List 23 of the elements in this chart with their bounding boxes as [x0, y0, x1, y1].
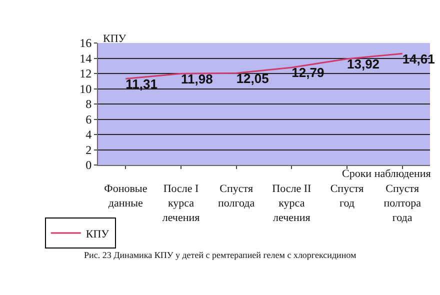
y-tick-label: 14 [80, 51, 92, 66]
x-tick-label: После II курса лечения [272, 183, 312, 224]
legend-label: КПУ [86, 228, 110, 240]
x-tick-label: Спустя полгода [218, 183, 255, 210]
y-tick-label: 4 [86, 128, 92, 142]
y-tick-label: 8 [86, 97, 92, 112]
y-axis-title: КПУ [103, 33, 126, 45]
x-tick-label: После I курса лечения [162, 183, 200, 224]
x-tick-label: Спустя год [330, 183, 364, 210]
data-label: 13,92 [347, 56, 380, 72]
x-tick-label: Фоновые данные [104, 183, 148, 210]
y-tick-label: 10 [80, 82, 92, 96]
data-label: 11,31 [126, 76, 158, 92]
y-tick-label: 0 [86, 158, 92, 172]
y-tick-label: 2 [86, 142, 92, 157]
y-tick-label: 12 [80, 66, 92, 81]
x-tick-label: Спустя полтора года [384, 183, 422, 224]
data-label: 11,98 [181, 71, 213, 86]
y-tick-label: 16 [80, 36, 92, 50]
y-tick-label: 6 [86, 112, 92, 126]
x-axis-title: Сроки наблюдения [342, 168, 431, 180]
data-label: 12,05 [236, 70, 269, 86]
text: Рис. 23 Динамика КПУ у детей с ремтерапией гелем с хлоргексидином [84, 250, 356, 260]
